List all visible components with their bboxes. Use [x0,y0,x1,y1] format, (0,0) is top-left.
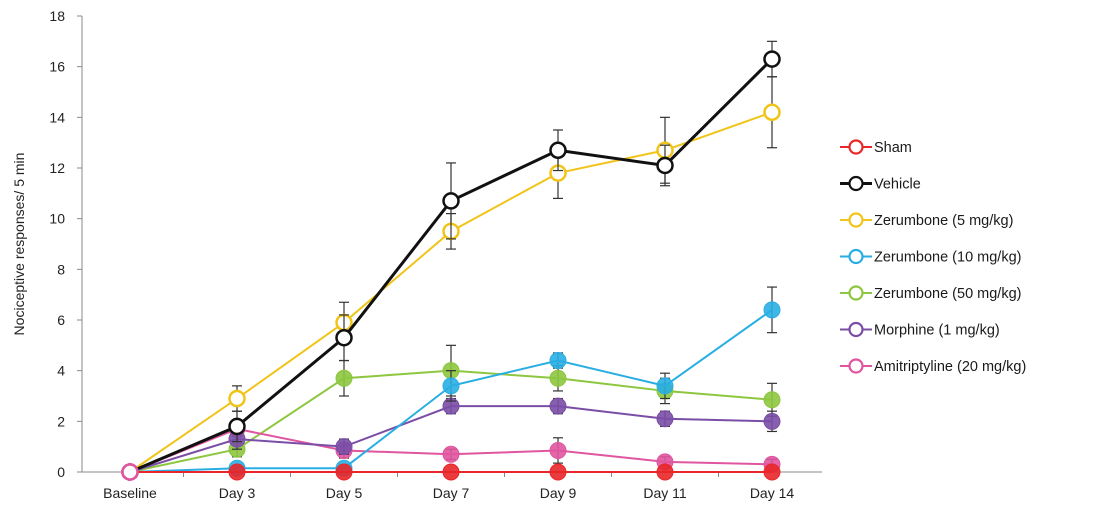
data-point [442,377,460,395]
y-tick-label: 2 [57,413,65,429]
data-point [228,389,246,408]
y-tick-label: 10 [49,211,65,227]
x-tick-label: Day 7 [433,485,470,501]
data-point [763,50,781,68]
x-tick-label: Baseline [103,485,157,501]
data-point [549,369,567,387]
x-tick-label: Day 14 [750,485,795,501]
data-point [549,352,567,370]
legend-item: Amitriptyline (20 mg/kg) [840,358,1026,375]
legend-label: Vehicle [874,177,921,193]
data-point [335,369,353,387]
y-tick-label: 0 [57,464,65,480]
data-point [335,438,353,456]
data-point [121,463,139,481]
data-point [549,141,567,160]
legend-label: Sham [874,140,912,156]
legend-item: Sham [840,139,912,156]
legend-label: Amitriptyline (20 mg/kg) [874,359,1026,375]
data-point [763,412,781,430]
data-point [335,328,353,347]
data-point [549,397,567,415]
x-tick-label: Day 5 [326,485,363,501]
series-morphine-1-mg-kg- [121,397,781,481]
legend: Sham Vehicle Zerumbone (5 mg/kg) Zerumbone … [840,139,1026,375]
y-tick-label: 6 [57,312,65,328]
series-sham [121,463,781,481]
data-point [656,156,674,175]
legend-label: Zerumbone (5 mg/kg) [874,213,1013,229]
legend-swatch-marker [848,358,864,374]
legend-label: Zerumbone (10 mg/kg) [874,250,1021,266]
series-vehicle [121,40,781,481]
y-axis-label: Nociceptive responses/ 5 min [11,153,27,336]
y-tick-label: 16 [49,59,65,75]
legend-swatch-marker [848,139,864,155]
data-point [763,391,781,409]
x-axis-ticks: Baseline Day 3 Day 5 Day 7 Day 9 Day 11 Day 14 [103,472,794,501]
legend-swatch-marker [848,175,864,192]
data-point [442,192,460,210]
data-point [549,441,567,459]
legend-item: Zerumbone (50 mg/kg) [840,285,1021,302]
y-axis-ticks: 0 2 4 6 8 10 12 14 16 18 [49,8,82,480]
x-tick-label: Day 9 [540,485,577,501]
legend-item: Morphine (1 mg/kg) [840,321,1000,339]
legend-swatch-marker [848,321,864,338]
legend-item: Vehicle [840,175,921,193]
y-tick-label: 8 [57,261,65,277]
legend-swatch-marker [848,212,864,228]
data-point [228,417,246,436]
data-point [656,377,674,395]
x-tick-label: Day 3 [219,485,256,501]
x-tick-label: Day 11 [643,485,687,501]
legend-swatch-marker [848,285,864,301]
series-layer [121,40,781,481]
y-tick-label: 12 [49,160,65,176]
y-tick-label: 14 [49,109,65,125]
data-point [763,463,781,481]
data-point [656,410,674,428]
legend-item: Zerumbone (10 mg/kg) [840,248,1021,266]
data-point [656,463,674,481]
y-tick-label: 4 [57,363,65,379]
data-point [763,301,781,319]
data-point [442,463,460,481]
data-point [442,445,460,463]
legend-label: Morphine (1 mg/kg) [874,323,1000,339]
y-tick-label: 18 [49,8,65,24]
data-point [763,103,781,122]
data-point [228,463,246,481]
legend-swatch-marker [848,248,864,265]
data-point [335,463,353,481]
legend-item: Zerumbone (5 mg/kg) [840,212,1013,229]
legend-label: Zerumbone (50 mg/kg) [874,286,1021,302]
data-point [549,463,567,481]
